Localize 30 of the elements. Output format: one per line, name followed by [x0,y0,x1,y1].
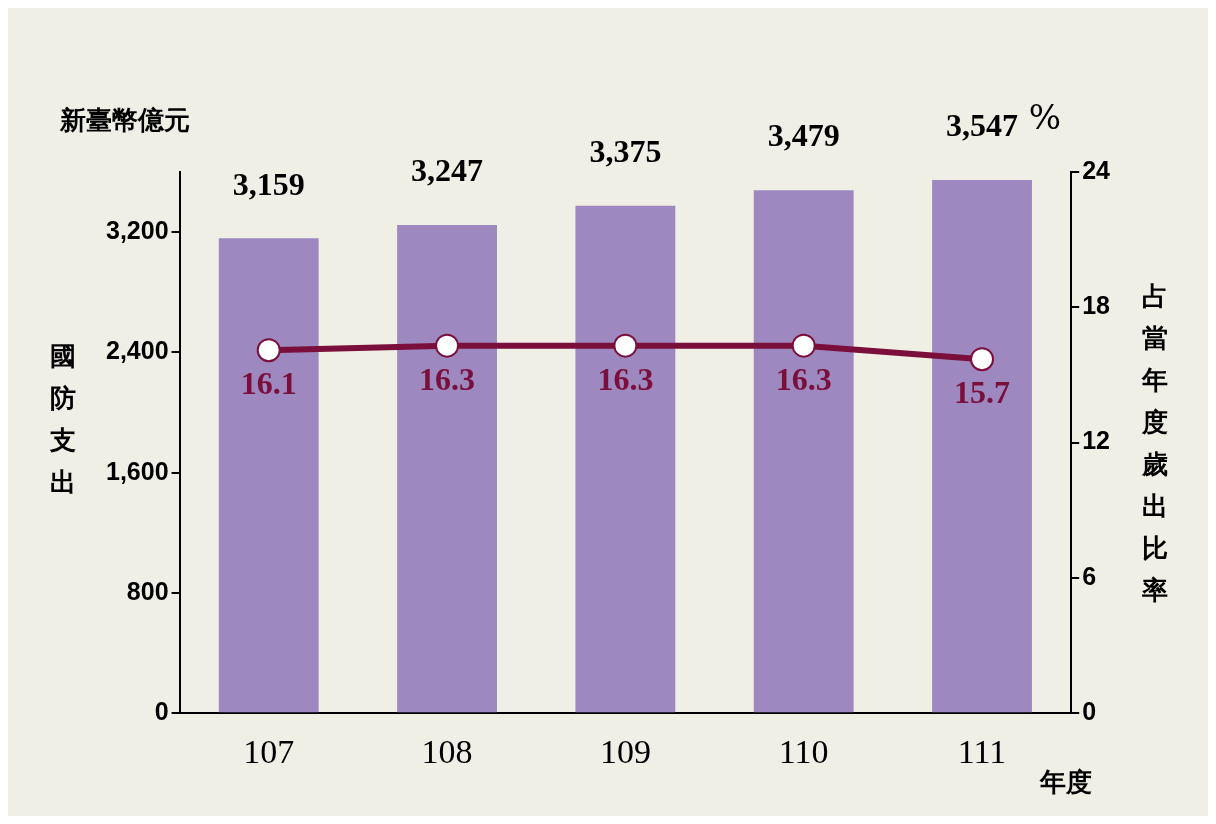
x-axis-title: 年度 [1039,766,1092,797]
y2-axis-title: 占當年度歲出比率 [1141,280,1168,605]
y2-tick-label: 12 [1082,426,1110,455]
y-tick-label: 3,200 [106,216,169,245]
x-tick-label: 110 [778,732,829,770]
text: % [1028,96,1062,137]
y-tick-label: 2,400 [106,336,169,365]
x-tick-label: 108 [421,732,473,770]
y2-tick-label: 0 [1082,697,1097,726]
y-axis-title: 國防支出 [49,340,76,497]
x-tick-label: 107 [243,732,295,770]
data-label: 16.3 [597,360,654,397]
y-tick-label: 0 [154,697,169,726]
text: 新臺幣億元 [59,104,190,135]
y-tick-label: 1,600 [106,456,169,485]
data-label: 3,159 [232,165,305,202]
y2-tick-label: 6 [1082,561,1097,590]
data-label: 16.3 [419,360,476,397]
data-label: 16.1 [240,365,297,402]
data-label: 3,375 [589,133,662,170]
data-label: 3,247 [411,152,484,189]
data-label: 3,479 [767,117,840,154]
y2-tick-label: 18 [1082,291,1111,320]
y-tick-label: 800 [126,576,169,605]
data-label: 3,547 [946,107,1019,144]
y2-tick-label: 24 [1082,155,1111,184]
x-tick-label: 109 [599,732,651,770]
x-tick-label: 111 [957,732,1007,770]
data-label: 15.7 [954,374,1011,411]
data-label: 16.3 [775,360,832,397]
